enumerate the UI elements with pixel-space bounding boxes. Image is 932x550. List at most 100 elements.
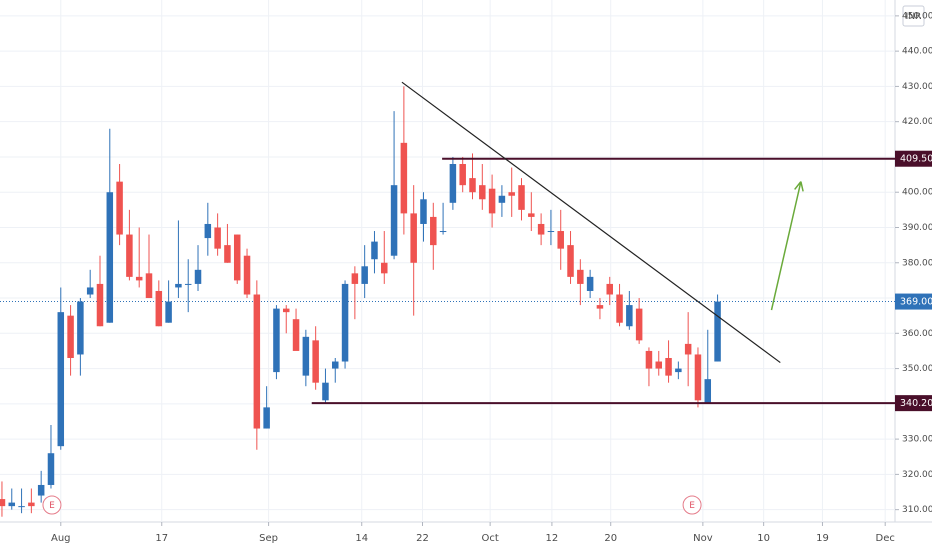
candle-body (528, 213, 535, 217)
candle-body (694, 354, 702, 401)
candle-body (410, 213, 417, 263)
candle-body (263, 407, 270, 429)
earnings-label: E (689, 501, 695, 511)
x-tick-label: Sep (259, 533, 278, 544)
candle-body (518, 185, 525, 210)
x-tick-label: 14 (355, 533, 368, 544)
candle-body (28, 502, 35, 507)
arrow (770, 181, 802, 311)
candle-body (371, 241, 378, 260)
y-tick-label: 450.00 (902, 11, 932, 21)
arrow-head (794, 181, 802, 190)
candle-body (214, 227, 221, 249)
x-tick-label: Oct (481, 533, 498, 544)
candle-body (165, 301, 172, 323)
earnings-marker (682, 495, 702, 515)
level-label: 409.50 (900, 154, 932, 165)
candle-body (145, 273, 153, 299)
x-tick-label: 22 (416, 533, 429, 544)
candle-body (586, 276, 594, 291)
candle-body (547, 231, 555, 233)
candle-body (302, 336, 310, 376)
candle-body (224, 245, 231, 263)
candle-body (194, 269, 202, 284)
y-tick-label: 400.00 (902, 188, 932, 198)
candle-body (77, 301, 84, 355)
candle-body (390, 185, 398, 256)
last-price-label: 369.00 (900, 297, 932, 308)
y-tick-label: 310.00 (902, 505, 932, 515)
candle-body (665, 357, 672, 376)
candle-body (312, 340, 319, 383)
earnings-label: E (49, 501, 55, 511)
candle-body (0, 499, 6, 507)
trendline (401, 81, 781, 364)
candle-body (96, 283, 104, 327)
candle-body (469, 178, 476, 193)
candle-body (57, 312, 65, 447)
candle-body (704, 379, 712, 404)
candle-body (498, 195, 506, 203)
candle-body (332, 361, 339, 369)
last-price-tag (895, 293, 932, 310)
arrow-head (800, 181, 804, 192)
level-tag (895, 150, 932, 167)
candle-body (282, 308, 290, 313)
candle-body (341, 283, 349, 362)
candle-body (135, 276, 143, 281)
candle-body (67, 315, 74, 358)
candle-body (684, 343, 692, 355)
candle-body (292, 319, 300, 351)
y-tick-label: 330.00 (902, 435, 932, 445)
candle-body (361, 266, 368, 284)
candle-body (714, 301, 721, 362)
y-tick-label: 350.00 (902, 364, 932, 374)
candle-body (439, 231, 447, 233)
candle-body (675, 368, 682, 373)
earnings-marker (42, 495, 62, 515)
candle-body (233, 234, 241, 281)
candle-body (557, 231, 564, 249)
y-tick-label: 390.00 (902, 223, 932, 233)
candle-body (459, 164, 466, 186)
candle-body (106, 192, 114, 323)
candle-body (116, 181, 123, 235)
candle-body (273, 308, 280, 373)
candle-body (508, 192, 515, 196)
candle-body (381, 262, 388, 274)
candle-body (567, 245, 574, 277)
y-tick-label: 440.00 (902, 47, 932, 57)
y-tick-label: 380.00 (902, 258, 932, 268)
candle-body (155, 290, 163, 327)
candle-body (175, 283, 182, 288)
candle-body (488, 188, 496, 214)
candle-body (479, 185, 486, 200)
currency-box (902, 5, 925, 27)
candle-body (596, 305, 604, 309)
y-tick-label: 320.00 (902, 470, 932, 480)
x-tick-label: Aug (51, 533, 71, 544)
x-tick-label: 20 (604, 533, 617, 544)
candle-body (204, 223, 212, 239)
x-tick-label: 19 (816, 533, 829, 544)
candle-body (351, 273, 359, 284)
y-tick-label: 430.00 (902, 82, 932, 92)
x-tick-label: 10 (757, 533, 770, 544)
x-tick-label: 17 (155, 533, 168, 544)
candle-body (243, 255, 251, 295)
candle-body (626, 305, 633, 327)
candle-body (322, 382, 329, 401)
candle-body (18, 506, 25, 508)
candle-body (606, 283, 613, 295)
candle-body (47, 453, 55, 485)
candle-body (537, 223, 545, 235)
candle-body (253, 294, 261, 429)
candle-body (126, 234, 133, 277)
candle-body (430, 216, 437, 246)
currency: INR (906, 12, 922, 22)
x-tick-label: Dec (876, 533, 895, 544)
y-tick-label: 420.00 (902, 117, 932, 127)
y-tick-label: 360.00 (902, 329, 932, 339)
